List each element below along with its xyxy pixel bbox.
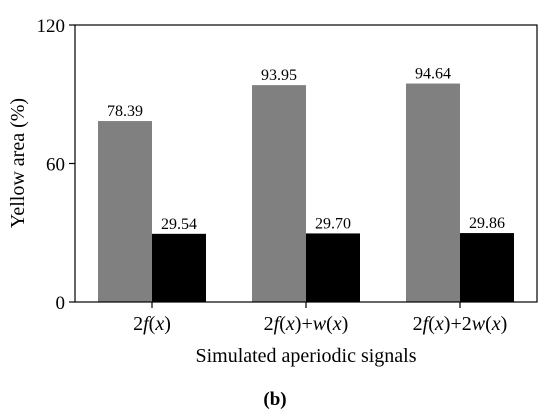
x-axis-title: Simulated aperiodic signals	[195, 345, 416, 367]
value-label-series-2-cat-2: 29.70	[315, 215, 351, 232]
value-label-series-2-cat-3: 29.86	[469, 215, 505, 232]
panel-label: (b)	[263, 389, 286, 410]
value-label-series-2-cat-1: 29.54	[161, 216, 197, 233]
bar-series-2-cat-2	[306, 233, 360, 302]
value-label-series-1-cat-2: 93.95	[261, 67, 297, 84]
bar-series-2-cat-3	[460, 233, 514, 302]
bar-series-1-cat-1	[98, 121, 152, 303]
value-label-series-1-cat-1: 78.39	[107, 103, 143, 120]
bar-series-1-cat-3	[406, 83, 460, 302]
bar-series-1-cat-2	[252, 85, 306, 302]
value-labels-group: 78.39 29.54 93.95 29.70 94.64 29.86	[107, 66, 505, 233]
bars-group	[98, 83, 514, 303]
x-tick-label-1: 2f(x)	[133, 313, 171, 335]
y-tick-label-2: 60	[46, 155, 65, 176]
y-tick-label-3: 120	[37, 16, 66, 37]
value-label-series-1-cat-3: 94.64	[415, 66, 451, 83]
bar-series-2-cat-1	[152, 233, 206, 302]
x-tick-label-3: 2f(x)+2w(x)	[413, 313, 508, 335]
x-ticks-group: 2f(x) 2f(x)+w(x) 2f(x)+2w(x)	[133, 302, 507, 335]
x-tick-label-2: 2f(x)+w(x)	[264, 313, 349, 335]
y-axis-title: Yellow area (%)	[7, 98, 29, 228]
y-tick-label-1: 0	[56, 293, 66, 314]
y-ticks-group: 0 60 120	[37, 16, 75, 314]
